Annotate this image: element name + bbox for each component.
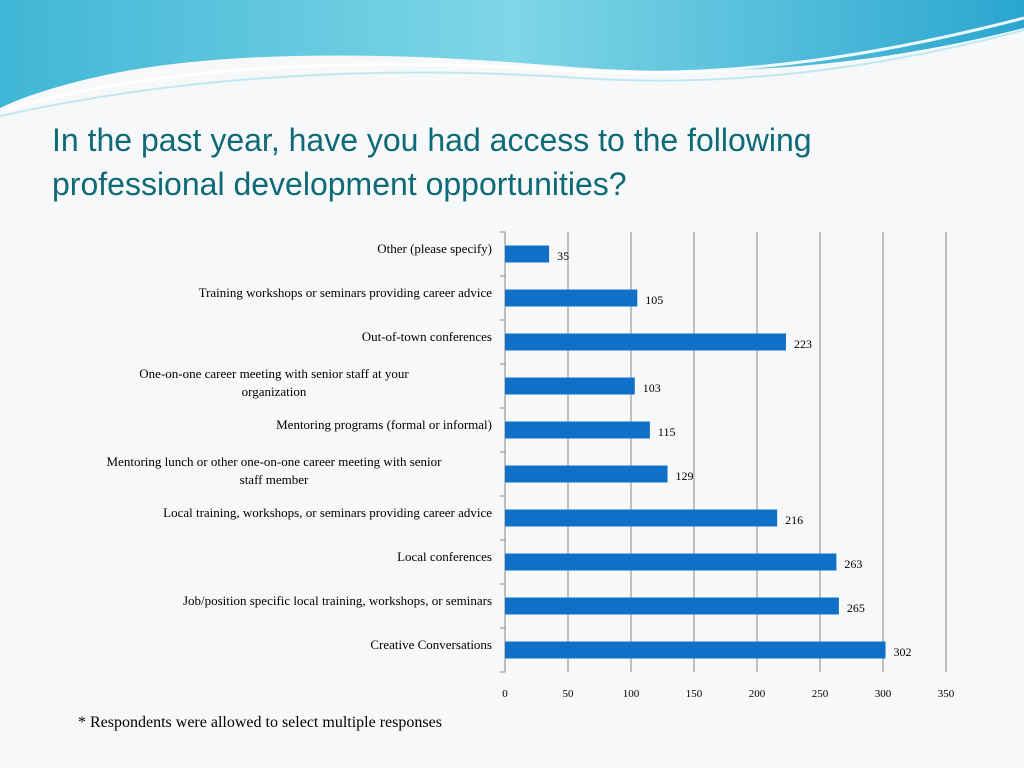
bar xyxy=(505,245,550,263)
slide-title: In the past year, have you had access to… xyxy=(52,122,812,202)
bar xyxy=(505,641,886,659)
bar xyxy=(505,289,638,307)
x-tick-label: 100 xyxy=(623,688,640,700)
value-label: 265 xyxy=(847,601,865,615)
category-label: Other (please specify) xyxy=(377,241,492,256)
category-label: Training workshops or seminars providing… xyxy=(199,285,493,300)
x-tick-label: 300 xyxy=(875,688,892,700)
x-tick-label: 250 xyxy=(812,688,829,700)
value-label: 223 xyxy=(794,337,812,351)
background-wave xyxy=(0,0,1024,117)
bar xyxy=(505,333,786,351)
value-label: 35 xyxy=(557,249,569,263)
bar xyxy=(505,597,839,615)
x-tick-label: 0 xyxy=(502,688,508,700)
bar xyxy=(505,465,668,483)
value-label: 115 xyxy=(658,425,676,439)
category-label: Out-of-town conferences xyxy=(362,329,492,344)
category-label: One-on-one career meeting with senior st… xyxy=(139,366,409,399)
x-tick-label: 350 xyxy=(938,688,955,700)
value-label: 216 xyxy=(785,513,803,527)
x-tick-label: 200 xyxy=(749,688,766,700)
bar xyxy=(505,553,837,571)
x-tick-label: 150 xyxy=(686,688,703,700)
value-label: 103 xyxy=(643,381,661,395)
value-label: 263 xyxy=(844,557,862,571)
category-label: Creative Conversations xyxy=(370,637,492,652)
value-label: 129 xyxy=(676,469,694,483)
value-label: 302 xyxy=(894,645,912,659)
category-label: Mentoring programs (formal or informal) xyxy=(276,417,492,432)
bar xyxy=(505,421,650,439)
x-tick-label: 50 xyxy=(563,688,575,700)
category-label: Mentoring lunch or other one-on-one care… xyxy=(107,454,443,487)
category-label: Local conferences xyxy=(397,549,492,564)
bar xyxy=(505,509,778,527)
category-label: Local training, workshops, or seminars p… xyxy=(163,505,492,520)
category-label: Job/position specific local training, wo… xyxy=(183,593,492,608)
footnote: * Respondents were allowed to select mul… xyxy=(78,714,442,731)
value-label: 105 xyxy=(645,293,663,307)
bar xyxy=(505,377,635,395)
